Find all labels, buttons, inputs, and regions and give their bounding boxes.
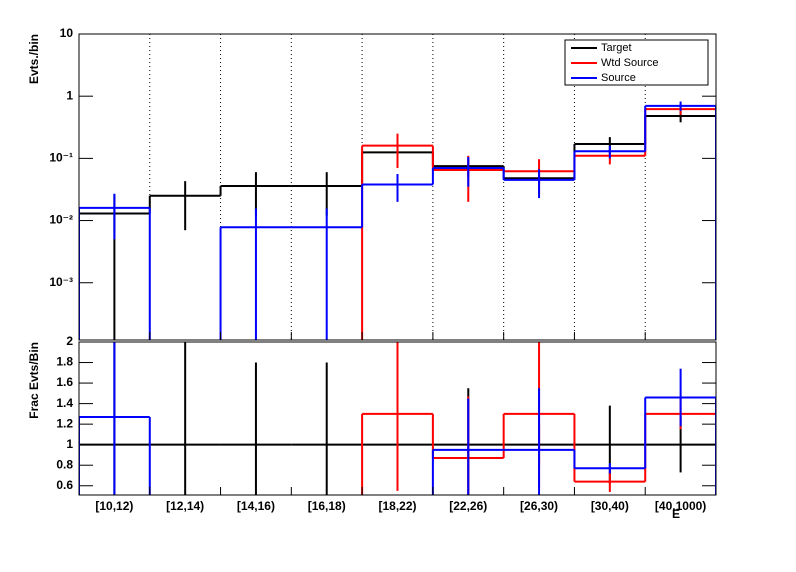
y-tick-label: 2	[66, 334, 73, 348]
y-axis-title: Frac Evts/Bin	[27, 342, 41, 419]
x-tick-label: [30,40)	[591, 499, 629, 513]
x-tick-label: [18,22)	[378, 499, 416, 513]
plot-area	[79, 101, 716, 340]
y-tick-label: 10⁻²	[49, 213, 73, 227]
x-tick-label: [12,14)	[166, 499, 204, 513]
y-tick-label: 1	[66, 437, 73, 451]
y-tick-label: 1	[66, 88, 73, 102]
x-tick-label: [10,12)	[95, 499, 133, 513]
plot-area	[79, 342, 716, 495]
y-tick-label: 1.4	[56, 396, 73, 410]
y-tick-label: 10⁻¹	[49, 151, 73, 165]
y-tick-label: 10	[60, 26, 74, 40]
y-tick-label: 0.6	[56, 478, 73, 492]
y-axis-title: Evts./bin	[27, 34, 41, 84]
legend-label: Target	[601, 42, 632, 54]
y-tick-label: 1.8	[56, 355, 73, 369]
frame	[78, 341, 717, 496]
y-tick-label: 10⁻³	[49, 275, 73, 289]
x-tick-label: [16,18)	[308, 499, 346, 513]
x-tick-label: [40,1000)	[655, 499, 706, 513]
y-tick-label: 0.8	[56, 457, 73, 471]
y-tick-label: 1.6	[56, 375, 73, 389]
x-axis-title: E	[672, 507, 680, 521]
x-tick-label: [26,30)	[520, 499, 558, 513]
legend-label: Wtd Source	[601, 57, 658, 69]
y-tick-label: 1.2	[56, 416, 73, 430]
legend-label: Source	[601, 72, 636, 84]
x-tick-label: [22,26)	[449, 499, 487, 513]
frame	[78, 33, 717, 341]
x-tick-label: [14,16)	[237, 499, 275, 513]
